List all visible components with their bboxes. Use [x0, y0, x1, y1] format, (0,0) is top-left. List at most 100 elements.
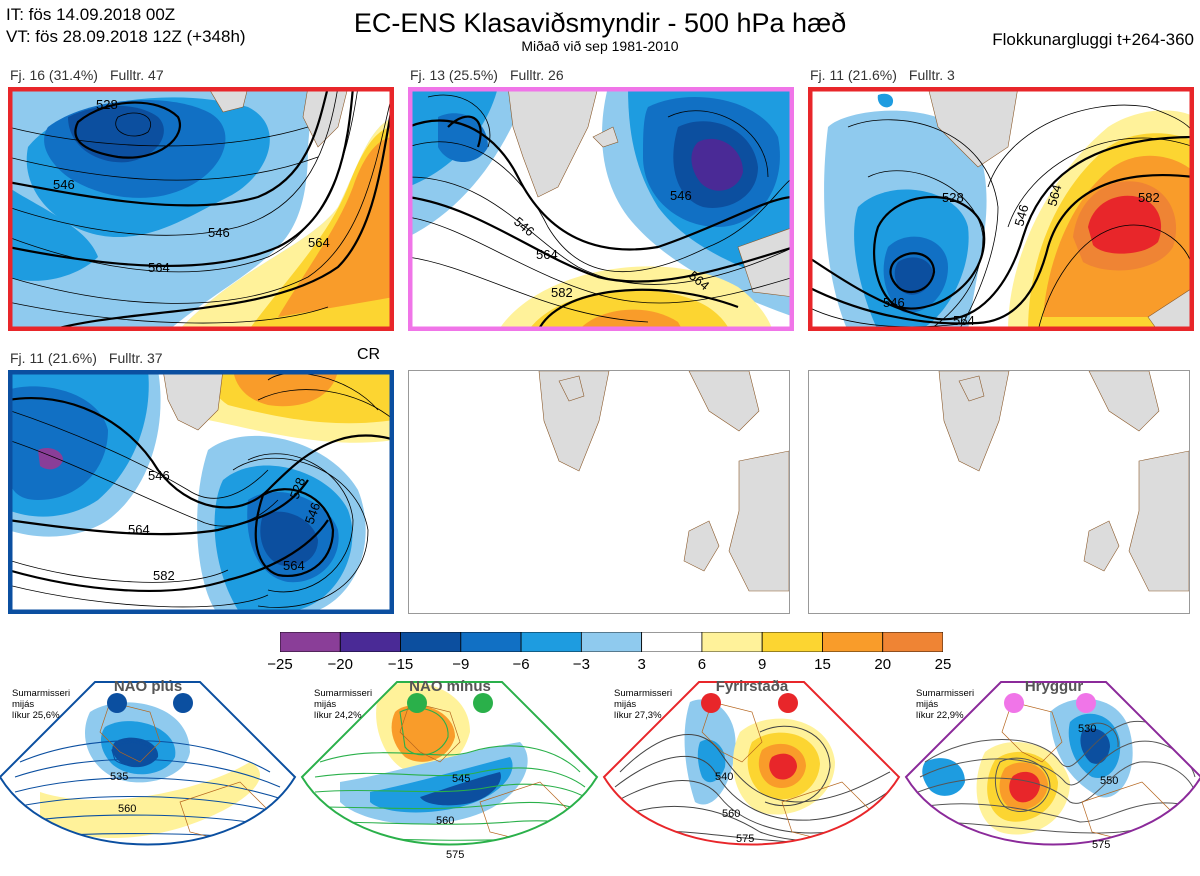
regime-3-label-2: 560 [722, 808, 740, 820]
panel-2-contour-label-2: 546 [670, 188, 692, 203]
map-panel-4: 546 528 546 564 564 582 [8, 370, 394, 614]
colorbar-swatch [581, 632, 641, 652]
regime-1-dot-left [107, 693, 127, 713]
panel-3-contour-label-6: 582 [1138, 190, 1160, 205]
panel-4-fulltr: Fulltr. 37 [109, 350, 163, 366]
map-panel-2: 546 546 564 564 582 [408, 87, 794, 331]
regime-1-dot-right [173, 693, 193, 713]
panel-2-contour-label-5: 582 [551, 285, 573, 300]
panel-3-fulltr: Fulltr. 3 [909, 67, 955, 83]
regime-1-label-1: 535 [110, 771, 128, 783]
regime-3-note-line-1: Sumarmisseri [614, 688, 672, 699]
map-panel-6-empty [808, 370, 1190, 614]
regime-2-dot-right [473, 693, 493, 713]
panel-3-contour-label-2: 546 [883, 295, 905, 310]
panel-3-contour-label-1: 528 [942, 190, 964, 205]
colorbar-tick-label: 25 [935, 656, 952, 673]
regime-4-label-3: 575 [1092, 839, 1110, 851]
regime-1-note-line-2: mijás [12, 699, 70, 710]
colorbar-swatch [461, 632, 521, 652]
regime-4-title: Hryggur [1025, 678, 1083, 695]
colorbar-tick-label: −9 [452, 656, 469, 673]
panel-3-fj: Fj. 11 (21.6%) [810, 67, 897, 83]
colorbar [280, 632, 943, 652]
colorbar-tick-label: −15 [388, 656, 413, 673]
regime-2-note-line-3: líkur 24,2% [314, 710, 372, 721]
regime-1-title: NAO plús [114, 678, 182, 695]
map-panel-1: 528 546 546 564 564 [8, 87, 394, 331]
colorbar-tick-label: 6 [698, 656, 706, 673]
regime-1-note-line-1: Sumarmisseri [12, 688, 70, 699]
colorbar-swatch [521, 632, 581, 652]
regime-2-note: Sumarmisseri mijás líkur 24,2% [314, 688, 372, 721]
regime-4-note-line-3: líkur 22,9% [916, 710, 974, 721]
regime-3-label-3: 575 [736, 833, 754, 845]
colorbar-swatch [702, 632, 762, 652]
colorbar-tick-label: −20 [328, 656, 353, 673]
panel-1-contour-label-5: 564 [308, 235, 330, 250]
regime-1-note-line-3: líkur 25,6% [12, 710, 70, 721]
colorbar-tick-label: −3 [573, 656, 590, 673]
regime-3-dot-left [701, 693, 721, 713]
colorbar-swatch [883, 632, 943, 652]
map-panel-3: 528 546 546 564 564 582 [808, 87, 1194, 331]
panel-2-fj: Fj. 13 (25.5%) [410, 67, 498, 83]
panel-2-label: Fj. 13 (25.5%) Fulltr. 26 [410, 67, 576, 83]
colorbar-swatch [642, 632, 702, 652]
panel-1-fj: Fj. 16 (31.4%) [10, 67, 98, 83]
regime-4-note-line-1: Sumarmisseri [916, 688, 974, 699]
colorbar-swatch [822, 632, 882, 652]
regime-2-title: NAO mínus [409, 678, 491, 695]
regime-4-label-1: 530 [1078, 723, 1096, 735]
panel-4-tag: CR [357, 346, 380, 364]
panel-3-contour-label-4: 564 [953, 313, 975, 328]
regime-2-label-2: 560 [436, 815, 454, 827]
colorbar-tick-label: 3 [637, 656, 645, 673]
panel-4-label: Fj. 11 (21.6%) Fulltr. 37 [10, 350, 175, 366]
regime-3-note-line-3: líkur 27,3% [614, 710, 672, 721]
regime-3-title: Fyrirstaða [716, 678, 789, 695]
regime-4-label-2: 550 [1100, 775, 1118, 787]
panel-3-label: Fj. 11 (21.6%) Fulltr. 3 [810, 67, 967, 83]
colorbar-tick-label: 9 [758, 656, 766, 673]
panel-2-fulltr: Fulltr. 26 [510, 67, 564, 83]
regime-4-note-line-2: mijás [916, 699, 974, 710]
colorbar-swatch [340, 632, 400, 652]
panel-1-label: Fj. 16 (31.4%) Fulltr. 47 [10, 67, 176, 83]
regime-4-note: Sumarmisseri mijás líkur 22,9% [916, 688, 974, 721]
regime-1-note: Sumarmisseri mijás líkur 25,6% [12, 688, 70, 721]
panel-4-contour-label-5: 564 [283, 558, 305, 573]
regime-3-note: Sumarmisseri mijás líkur 27,3% [614, 688, 672, 721]
colorbar-tick-label: 20 [874, 656, 891, 673]
window-label: Flokkunargluggi t+264-360 [992, 30, 1194, 50]
regime-4-dot-right [1076, 693, 1096, 713]
regime-2-dot-left [407, 693, 427, 713]
regime-3-dot-right [778, 693, 798, 713]
panel-1-contour-label-1: 528 [96, 97, 118, 112]
regime-2-label-3: 575 [446, 849, 464, 861]
map-panel-5-empty [408, 370, 790, 614]
regime-4-dot-left [1004, 693, 1024, 713]
regime-2-note-line-2: mijás [314, 699, 372, 710]
regime-2-label-1: 545 [452, 773, 470, 785]
panel-2-contour-label-3: 564 [536, 247, 558, 262]
regime-3-label-1: 540 [715, 771, 733, 783]
colorbar-swatch [280, 632, 340, 652]
regime-3-note-line-2: mijás [614, 699, 672, 710]
panel-4-contour-label-1: 546 [148, 468, 170, 483]
colorbar-tick-label: −6 [513, 656, 530, 673]
colorbar-tick-label: −25 [267, 656, 292, 673]
colorbar-swatch [401, 632, 461, 652]
colorbar-swatches [280, 632, 943, 652]
panel-4-contour-label-4: 564 [128, 522, 150, 537]
regime-2-note-line-1: Sumarmisseri [314, 688, 372, 699]
panel-4-contour-label-6: 582 [153, 568, 175, 583]
panel-1-contour-label-4: 564 [148, 260, 170, 275]
panel-1-contour-label-2: 546 [53, 177, 75, 192]
regime-1-label-2: 560 [118, 803, 136, 815]
colorbar-tick-label: 15 [814, 656, 831, 673]
panel-1-fulltr: Fulltr. 47 [110, 67, 164, 83]
panel-4-fj: Fj. 11 (21.6%) [10, 350, 97, 366]
panel-1-contour-label-3: 546 [208, 225, 230, 240]
colorbar-swatch [762, 632, 822, 652]
